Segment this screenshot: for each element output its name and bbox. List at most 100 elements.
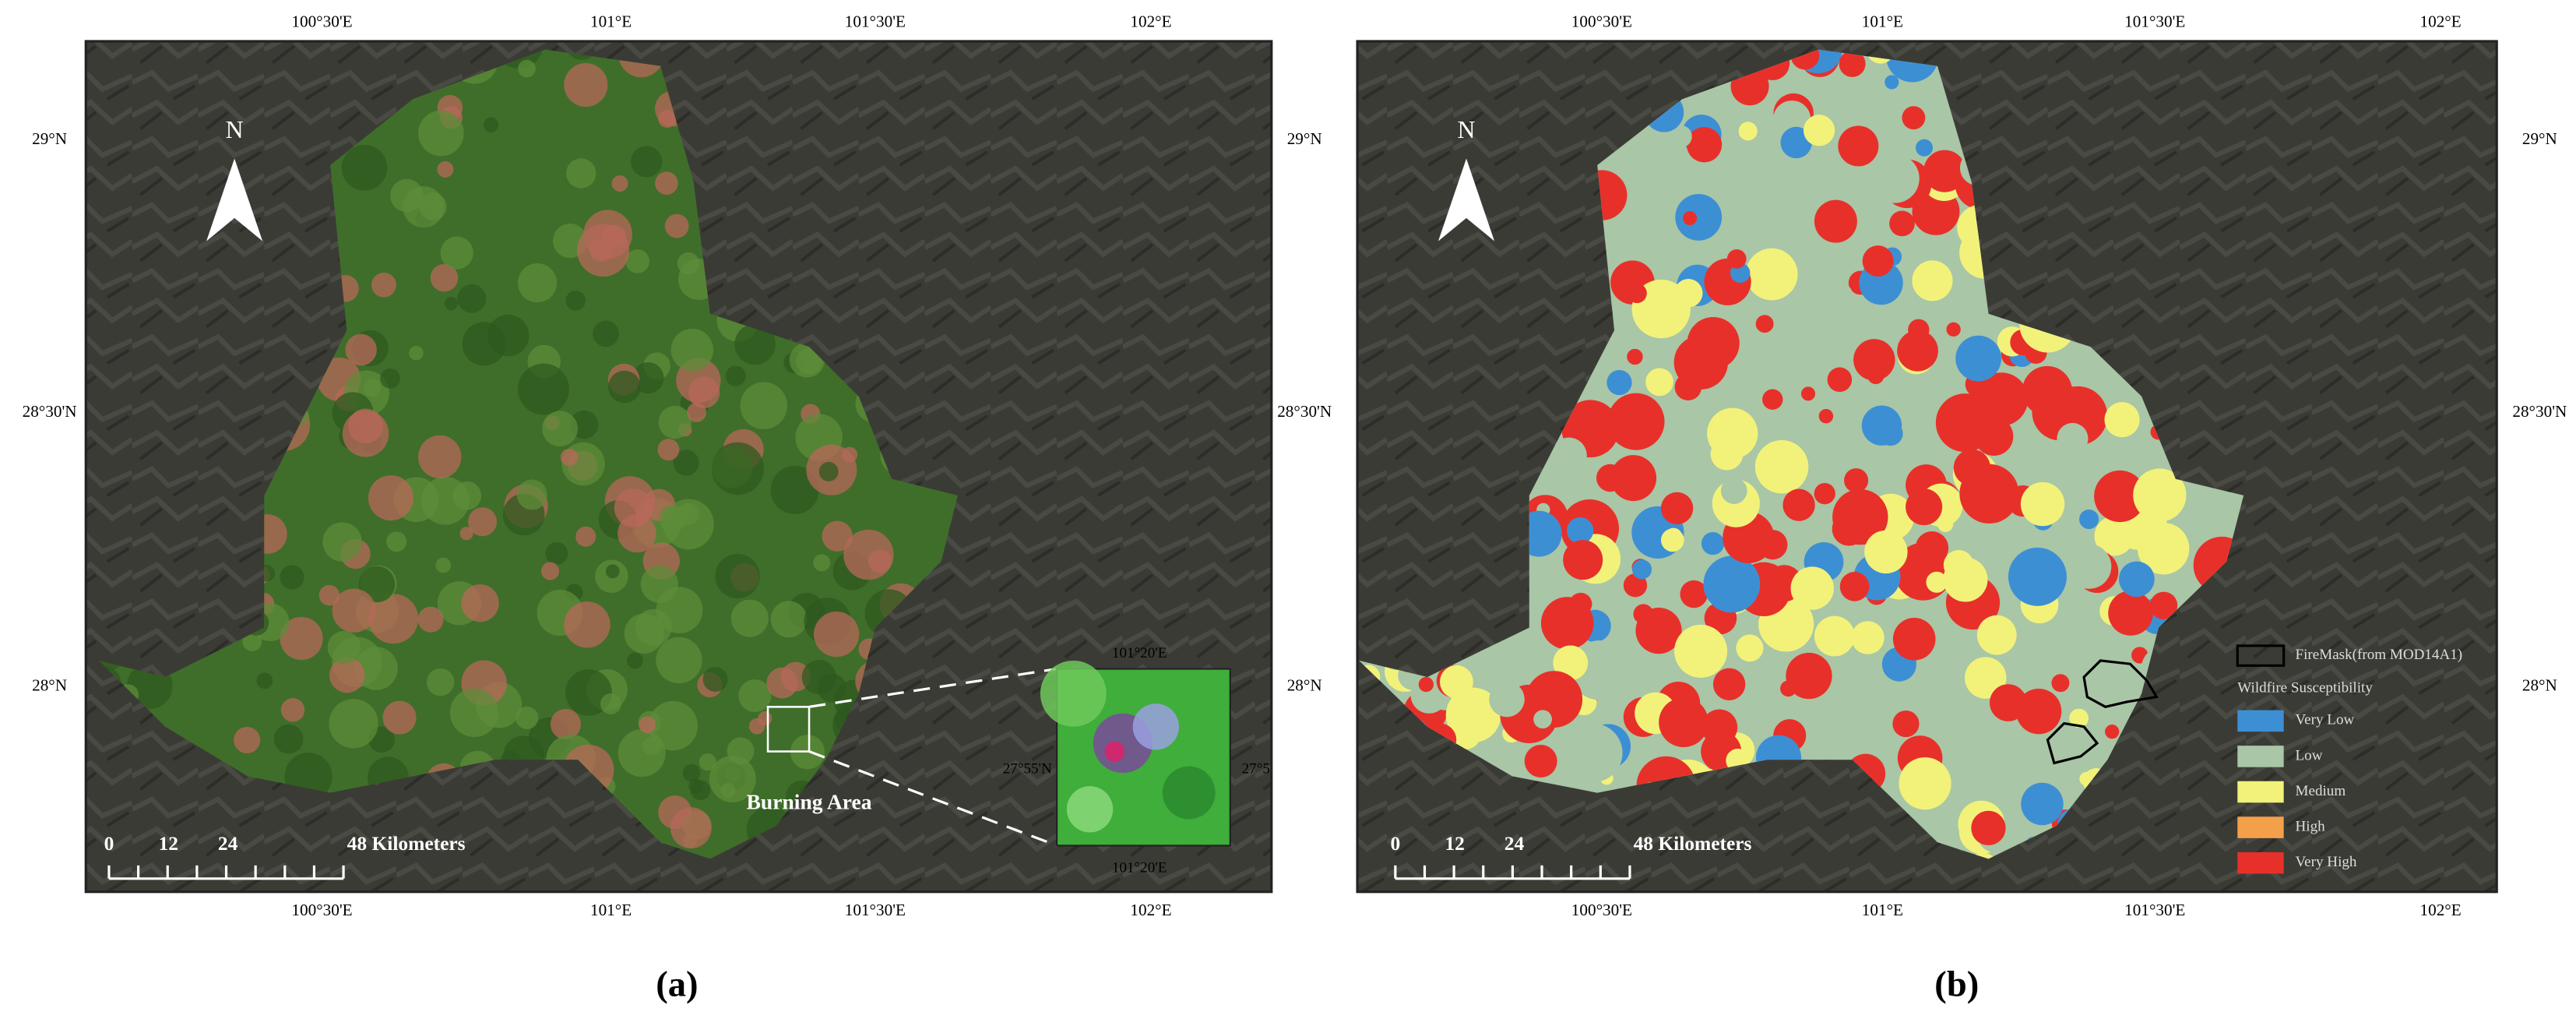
- map-panel: 100°30'E 101°E 101°30'E 102°E 100°30'E 101°E 1…: [23, 12, 1273, 919]
- texture: [624, 613, 664, 654]
- lat-label: 28°30'N: [2512, 402, 2567, 421]
- susceptibility-patch: [1915, 531, 1949, 565]
- north-label: N: [1458, 116, 1476, 143]
- texture: [770, 601, 808, 638]
- susceptibility-patch: [1623, 573, 1648, 598]
- texture: [625, 249, 650, 273]
- texture: [663, 499, 714, 550]
- legend-label: Very High: [2296, 854, 2357, 870]
- susceptibility-patch: [1754, 439, 1809, 494]
- scale-label: 24: [218, 832, 238, 855]
- susceptibility-patch: [1965, 657, 2007, 699]
- texture: [322, 522, 362, 562]
- legend-swatch: [2237, 781, 2284, 803]
- texture: [273, 724, 304, 754]
- annotation: Burning Area: [747, 790, 872, 814]
- susceptibility-patch: [1673, 279, 1703, 308]
- texture: [437, 160, 454, 178]
- susceptibility-patch: [1631, 559, 1652, 580]
- lon-label: 100°30'E: [1571, 901, 1632, 919]
- susceptibility-patch: [1989, 684, 2027, 721]
- lat-label: 28°N: [2522, 676, 2557, 695]
- texture: [648, 700, 699, 751]
- lat-label: 29°N: [32, 129, 67, 148]
- texture: [517, 263, 558, 303]
- legend-swatch: [2237, 852, 2284, 874]
- susceptibility-patch: [1596, 464, 1624, 492]
- legend-label: Very Low: [2296, 712, 2355, 728]
- legend-swatch: [2237, 746, 2284, 767]
- north-arrow: [1438, 158, 1495, 242]
- inset-patch: [1104, 741, 1125, 762]
- scale-label: 24: [1504, 832, 1525, 855]
- texture: [468, 507, 498, 537]
- susceptibility-patch: [1803, 115, 1835, 146]
- susceptibility-patch: [1844, 468, 1869, 493]
- susceptibility-patch: [1712, 668, 1746, 700]
- susceptibility-patch: [1701, 531, 1725, 555]
- north-arrow: [206, 158, 263, 242]
- fire-outline: [2046, 659, 2159, 765]
- susceptibility-patch: [2133, 468, 2187, 522]
- inset-label: 101°20'E: [1112, 645, 1167, 661]
- texture: [540, 562, 560, 580]
- texture: [280, 616, 323, 661]
- susceptibility-patch: [1524, 745, 1557, 778]
- susceptibility-patch: [1780, 680, 1797, 697]
- texture: [565, 669, 612, 716]
- susceptibility-patch: [1755, 315, 1774, 333]
- susceptibility-patch: [1640, 150, 1680, 189]
- texture: [727, 737, 755, 765]
- lon-label: 101°30'E: [2124, 12, 2185, 31]
- texture: [368, 594, 419, 644]
- susceptibility-patch: [2043, 654, 2063, 674]
- texture: [542, 411, 578, 447]
- susceptibility-patch: [1838, 125, 1879, 167]
- susceptibility-patch: [1782, 488, 1815, 521]
- texture: [459, 527, 473, 541]
- texture: [575, 526, 596, 547]
- susceptibility-patch: [1686, 127, 1723, 163]
- texture: [818, 461, 839, 481]
- texture: [332, 588, 376, 633]
- legend-outline-swatch: [2236, 644, 2286, 667]
- lon-label: 101°30'E: [2124, 901, 2185, 919]
- texture: [670, 807, 712, 849]
- susceptibility-patch: [1906, 488, 1943, 526]
- susceptibility-patch: [2015, 688, 2062, 735]
- lon-label: 102°E: [2420, 12, 2462, 31]
- susceptibility-patch: [2021, 782, 2064, 826]
- legend-label: High: [2296, 818, 2326, 834]
- texture: [418, 110, 464, 157]
- texture: [566, 158, 596, 189]
- susceptibility-patch: [1789, 210, 1806, 227]
- texture: [545, 541, 568, 565]
- susceptibility-patch: [1976, 615, 2017, 655]
- texture: [341, 144, 388, 191]
- inset-patch: [1066, 786, 1114, 833]
- susceptibility-patch: [1762, 389, 1783, 410]
- texture: [734, 323, 776, 365]
- texture: [730, 599, 769, 637]
- texture: [801, 660, 836, 695]
- inset-label: 101°20'E: [1112, 859, 1167, 876]
- texture: [843, 529, 894, 580]
- susceptibility-patch: [2069, 708, 2089, 728]
- texture: [740, 382, 788, 429]
- susceptibility-patch: [1726, 249, 1747, 269]
- texture: [564, 601, 611, 648]
- texture: [318, 584, 340, 606]
- susceptibility-patch: [1745, 248, 1798, 301]
- legend-swatch: [2237, 816, 2284, 838]
- texture: [709, 755, 756, 802]
- susceptibility-patch: [1839, 572, 1870, 601]
- susceptibility-patch: [2008, 547, 2067, 606]
- texture: [611, 175, 628, 192]
- texture: [418, 435, 462, 479]
- texture: [368, 475, 413, 521]
- texture: [516, 479, 547, 510]
- susceptibility-patch: [1814, 483, 1835, 505]
- texture: [813, 554, 831, 572]
- texture: [487, 314, 530, 357]
- texture: [758, 711, 772, 726]
